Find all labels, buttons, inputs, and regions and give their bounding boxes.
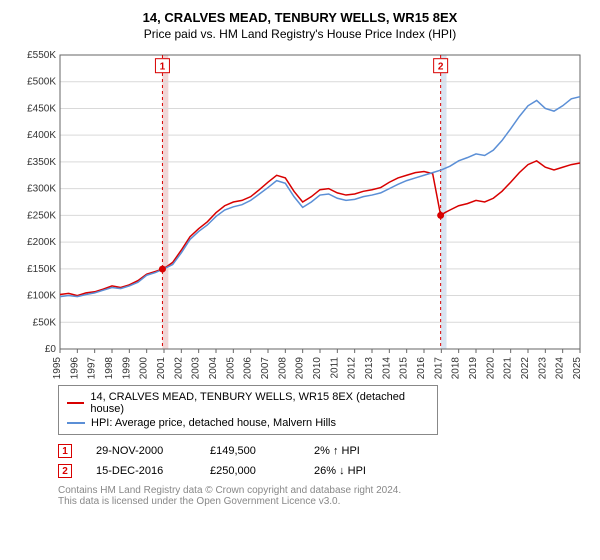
svg-text:1: 1 (160, 62, 166, 73)
svg-text:2018: 2018 (451, 357, 462, 379)
svg-text:2016: 2016 (416, 357, 427, 379)
footer-attribution: Contains HM Land Registry data © Crown c… (58, 485, 590, 507)
svg-text:£500K: £500K (27, 77, 56, 88)
chart-container: { "title": "14, CRALVES MEAD, TENBURY WE… (0, 0, 600, 513)
legend-swatch-property (67, 402, 84, 404)
svg-text:2014: 2014 (381, 357, 392, 379)
legend-label: HPI: Average price, detached house, Malv… (91, 417, 336, 429)
svg-text:2: 2 (438, 62, 444, 73)
svg-text:2024: 2024 (555, 357, 566, 379)
transaction-row: 2 15-DEC-2016 £250,000 26% ↓ HPI (58, 461, 590, 481)
transaction-price: £250,000 (210, 465, 290, 477)
svg-text:2003: 2003 (191, 357, 202, 379)
svg-text:£350K: £350K (27, 157, 56, 168)
svg-text:£250K: £250K (27, 210, 56, 221)
svg-text:£0: £0 (45, 344, 57, 355)
footer-line: Contains HM Land Registry data © Crown c… (58, 485, 590, 496)
svg-text:1999: 1999 (121, 357, 132, 379)
transaction-delta: 26% ↓ HPI (314, 465, 366, 477)
svg-text:2022: 2022 (520, 357, 531, 379)
line-chart-svg: £0 £50K £100K £150K £200K £250K £300K £350K £400… (10, 49, 590, 379)
svg-text:1995: 1995 (52, 357, 63, 379)
svg-text:1998: 1998 (104, 357, 115, 379)
svg-text:£450K: £450K (27, 103, 56, 114)
transaction-date: 29-NOV-2000 (96, 445, 186, 457)
svg-text:2009: 2009 (295, 357, 306, 379)
transaction-marker-icon: 2 (58, 464, 72, 478)
svg-text:2025: 2025 (572, 357, 583, 379)
svg-text:2008: 2008 (277, 357, 288, 379)
transaction-marker-icon: 1 (58, 444, 72, 458)
svg-text:1997: 1997 (87, 357, 98, 379)
legend-row: HPI: Average price, detached house, Malv… (67, 416, 429, 430)
legend-label: 14, CRALVES MEAD, TENBURY WELLS, WR15 8E… (90, 391, 429, 415)
legend-row: 14, CRALVES MEAD, TENBURY WELLS, WR15 8E… (67, 390, 429, 416)
chart-title: 14, CRALVES MEAD, TENBURY WELLS, WR15 8E… (10, 10, 590, 25)
svg-text:2017: 2017 (433, 357, 444, 379)
svg-text:2004: 2004 (208, 357, 219, 379)
svg-text:£400K: £400K (27, 130, 56, 141)
svg-text:2023: 2023 (537, 357, 548, 379)
svg-text:£50K: £50K (33, 317, 57, 328)
svg-text:2020: 2020 (485, 357, 496, 379)
svg-text:2015: 2015 (399, 357, 410, 379)
footer-line: This data is licensed under the Open Gov… (58, 496, 590, 507)
svg-text:2002: 2002 (173, 357, 184, 379)
svg-text:2012: 2012 (347, 357, 358, 379)
svg-text:2006: 2006 (243, 357, 254, 379)
svg-text:2010: 2010 (312, 357, 323, 379)
transaction-price: £149,500 (210, 445, 290, 457)
legend: 14, CRALVES MEAD, TENBURY WELLS, WR15 8E… (58, 385, 438, 435)
transaction-delta: 2% ↑ HPI (314, 445, 360, 457)
svg-text:£550K: £550K (27, 50, 56, 61)
transaction-date: 15-DEC-2016 (96, 465, 186, 477)
transaction-row: 1 29-NOV-2000 £149,500 2% ↑ HPI (58, 441, 590, 461)
chart-plot: £0 £50K £100K £150K £200K £250K £300K £350K £400… (10, 49, 590, 379)
legend-swatch-hpi (67, 422, 85, 424)
svg-text:£200K: £200K (27, 237, 56, 248)
svg-text:1996: 1996 (69, 357, 80, 379)
svg-text:2001: 2001 (156, 357, 167, 379)
svg-text:2013: 2013 (364, 357, 375, 379)
svg-text:£300K: £300K (27, 184, 56, 195)
svg-text:2007: 2007 (260, 357, 271, 379)
transaction-table: 1 29-NOV-2000 £149,500 2% ↑ HPI 2 15-DEC… (58, 441, 590, 481)
chart-subtitle: Price paid vs. HM Land Registry's House … (10, 27, 590, 41)
svg-text:£150K: £150K (27, 264, 56, 275)
svg-text:2011: 2011 (329, 357, 340, 379)
svg-text:2019: 2019 (468, 357, 479, 379)
svg-text:2000: 2000 (139, 357, 150, 379)
svg-text:2021: 2021 (503, 357, 514, 379)
svg-text:£100K: £100K (27, 291, 56, 302)
svg-text:2005: 2005 (225, 357, 236, 379)
